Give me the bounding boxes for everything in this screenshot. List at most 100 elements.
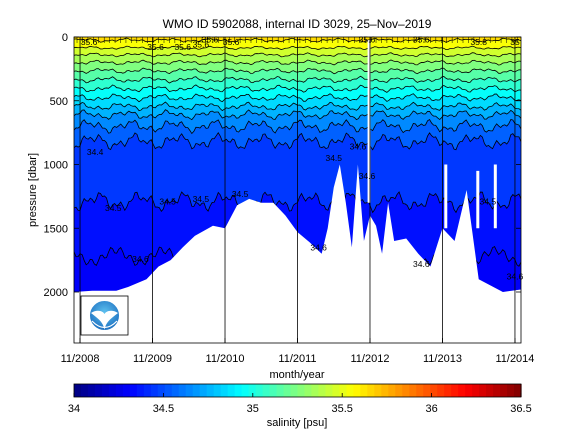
contour-label-21: 34.6	[413, 259, 430, 269]
colorbar-segment	[276, 384, 285, 397]
x-axis: 11/2008 11/2009 11/2010 11/2011 11/2012 11/20…	[61, 338, 534, 365]
colorbar-segment	[248, 384, 257, 397]
colorbar-segment	[458, 384, 466, 397]
contour-label-12: 34.4	[87, 147, 104, 157]
y-tick-label-1000: 1000	[44, 160, 68, 172]
contour-label-17: 34.5	[105, 203, 122, 213]
colorbar-segment	[514, 384, 522, 397]
year-divider-lines	[79, 37, 516, 343]
colorbar-segment	[227, 384, 236, 397]
colorbar-segment	[199, 384, 208, 397]
contour-label-6: 35.6	[359, 35, 376, 45]
colorbar-segment	[157, 384, 166, 397]
contour-label-13: 34.6	[359, 171, 376, 181]
x-tick-label-5: 11/2013	[423, 353, 462, 365]
colorbar-segment	[388, 384, 396, 397]
y-axis-label: pressure [dbar]	[27, 153, 39, 227]
colorbar-segment	[444, 384, 452, 397]
colorbar-segment	[500, 384, 508, 397]
colorbar-segment	[129, 384, 138, 397]
colorbar-segment	[101, 384, 110, 397]
data-gap-1	[444, 164, 448, 229]
colorbar-segment	[479, 384, 487, 397]
colorbar-segment	[318, 384, 327, 397]
colorbar-segment	[178, 384, 187, 397]
colorbar-segment	[423, 384, 431, 397]
contour-label-8: 35.8	[470, 37, 487, 47]
y-axis: 0 500 1000 1500 2000	[44, 32, 521, 299]
colorbar-segment	[108, 384, 117, 397]
colorbar-tick-label-4: 36	[425, 403, 437, 415]
y-tick-label-500: 500	[50, 96, 68, 108]
colorbar-segment	[213, 384, 222, 397]
contour-label-11: 34.5	[325, 153, 342, 163]
colorbar-segment	[234, 384, 243, 397]
colorbar-segment	[185, 384, 194, 397]
colorbar-segment	[367, 384, 375, 397]
colorbar-segment	[416, 384, 424, 397]
y-tick-label-0: 0	[62, 32, 68, 44]
x-tick-label-1: 11/2009	[133, 353, 172, 365]
x-tick-label-2: 11/2010	[206, 353, 245, 365]
colorbar-tick-label-1: 34.5	[153, 403, 174, 415]
colorbar-segment	[269, 384, 278, 397]
colorbar-segment	[304, 384, 313, 397]
colorbar-tick-label-2: 35	[247, 403, 259, 415]
colorbar-segment	[486, 384, 494, 397]
noaa-logo-swoosh	[91, 320, 118, 329]
contour-label-22: 34.6	[507, 272, 524, 282]
x-tick-label-3: 11/2011	[278, 353, 316, 365]
colorbar-label: salinity [psu]	[267, 417, 328, 429]
y-tick-label-1500: 1500	[44, 223, 68, 235]
colorbar-segment	[395, 384, 403, 397]
colorbar-segment	[409, 384, 417, 397]
colorbar-segment	[465, 384, 473, 397]
colorbar-segment	[353, 384, 361, 397]
colorbar-segment	[297, 384, 306, 397]
noaa-logo	[80, 295, 129, 336]
plot-area: 35.635.6 35.6 35.635.6 35.6 35.6 35.6 35.8 3534…	[73, 35, 524, 344]
colorbar-segment	[241, 384, 250, 397]
colorbar-segment	[87, 384, 96, 397]
colorbar-segment	[164, 384, 173, 397]
chart-title: WMO ID 5902088, internal ID 3029, 25–Nov…	[163, 17, 432, 31]
y-tick-label-2000: 2000	[44, 287, 68, 299]
contour-label-5: 35.6	[223, 37, 240, 47]
contour-label-14: 34.5	[159, 196, 176, 206]
colorbar-segment	[115, 384, 124, 397]
colorbar-segment	[346, 384, 354, 397]
contour-label-16: 34.5	[232, 189, 249, 199]
contour-label-10: 34.6	[350, 142, 367, 152]
colorbar-segment	[381, 384, 389, 397]
colorbar-segment	[451, 384, 459, 397]
contour-label-7: 35.6	[413, 35, 430, 45]
colorbar-segment	[94, 384, 103, 397]
colorbar-segment	[311, 384, 320, 397]
contour-labels: 35.635.6 35.6 35.635.6 35.6 35.6 35.6 35.8 3534…	[81, 35, 524, 282]
contour-label-20: 34.6	[132, 254, 149, 264]
colorbar-segment	[360, 384, 368, 397]
colorbar-segment	[437, 384, 445, 397]
colorbar-segment	[136, 384, 145, 397]
colorbar-segment	[430, 384, 438, 397]
data-gap-3	[493, 164, 497, 229]
x-tick-label-4: 11/2012	[351, 353, 390, 365]
colorbar-segment	[143, 384, 152, 397]
colorbar-segment	[493, 384, 501, 397]
contour-label-2: 35.6	[174, 42, 191, 52]
data-gap-2	[476, 170, 480, 229]
contour-label-1: 35.6	[147, 42, 164, 52]
colorbar-segment	[472, 384, 480, 397]
data-gap-0	[367, 40, 371, 203]
contour-label-9: 35	[510, 37, 520, 47]
colorbar-segment	[283, 384, 292, 397]
x-tick-label-6: 11/2014	[495, 353, 534, 365]
profile-tick-marks	[76, 37, 518, 43]
contour-label-19: 34.6	[310, 242, 327, 252]
colorbar-segment	[507, 384, 515, 397]
contour-label-3: 35.6	[193, 40, 210, 50]
colorbar-segment	[192, 384, 201, 397]
colorbar-segment	[339, 384, 347, 397]
x-axis-label: month/year	[269, 369, 324, 381]
